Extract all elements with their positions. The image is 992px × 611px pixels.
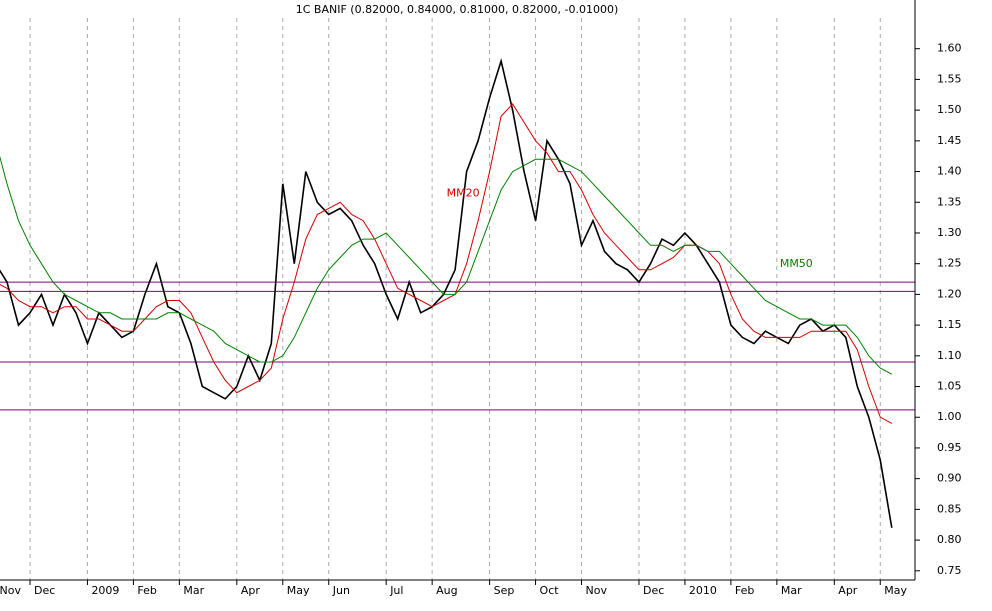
y-tick-label: 1.55 xyxy=(937,72,962,85)
y-tick-label: 0.75 xyxy=(937,564,962,577)
x-tick-label: Nov xyxy=(0,584,21,597)
y-tick-label: 1.50 xyxy=(937,103,962,116)
x-tick-label: Aug xyxy=(436,584,457,597)
x-tick-label: May xyxy=(884,584,907,597)
plot-area xyxy=(0,18,915,580)
y-tick-label: 1.60 xyxy=(937,42,962,55)
x-tick-label: Apr xyxy=(241,584,261,597)
y-tick-label: 1.05 xyxy=(937,380,962,393)
y-tick-label: 1.10 xyxy=(937,349,962,362)
x-tick-label: Mar xyxy=(781,584,802,597)
y-tick-label: 1.20 xyxy=(937,287,962,300)
x-tick-label: May xyxy=(287,584,310,597)
y-tick-label: 1.30 xyxy=(937,226,962,239)
x-tick-label: Mar xyxy=(183,584,204,597)
series-annotation: MM20 xyxy=(447,187,480,200)
x-tick-label: 2009 xyxy=(91,584,119,597)
x-tick-label: Dec xyxy=(34,584,55,597)
x-tick-label: Nov xyxy=(586,584,608,597)
y-tick-label: 0.85 xyxy=(937,502,962,515)
series-annotation: MM50 xyxy=(780,257,813,270)
y-tick-label: 1.25 xyxy=(937,257,962,270)
y-tick-label: 0.90 xyxy=(937,472,962,485)
x-tick-label: Jul xyxy=(389,584,403,597)
x-tick-label: Dec xyxy=(643,584,664,597)
chart-title: 1C BANIF (0.82000, 0.84000, 0.81000, 0.8… xyxy=(296,3,619,16)
y-tick-label: 1.40 xyxy=(937,165,962,178)
x-tick-label: Apr xyxy=(838,584,858,597)
y-tick-label: 1.00 xyxy=(937,410,962,423)
y-tick-label: 0.80 xyxy=(937,533,962,546)
x-tick-label: Feb xyxy=(137,584,156,597)
series-line xyxy=(0,155,893,375)
x-tick-label: Jun xyxy=(332,584,350,597)
x-tick-label: 2010 xyxy=(689,584,717,597)
y-tick-label: 1.35 xyxy=(937,195,962,208)
x-tick-label: Sep xyxy=(494,584,515,597)
y-tick-label: 0.95 xyxy=(937,441,962,454)
x-tick-label: Oct xyxy=(540,584,560,597)
y-tick-label: 1.15 xyxy=(937,318,962,331)
y-tick-label: 1.45 xyxy=(937,134,962,147)
x-tick-label: Feb xyxy=(735,584,754,597)
